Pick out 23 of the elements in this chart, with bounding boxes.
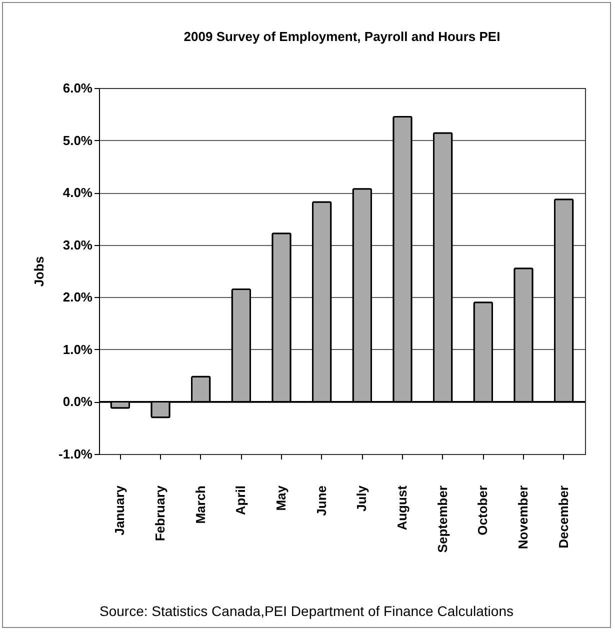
y-tick-label: 0.0% — [62, 394, 93, 410]
y-tick-label: 2.0% — [62, 290, 93, 305]
y-tick-label: 3.0% — [62, 237, 93, 252]
x-tick-label: November — [515, 486, 530, 550]
y-tick-label: 1.0% — [62, 342, 93, 357]
y-tick-label: -1.0% — [58, 446, 93, 462]
y-tick-label: 5.0% — [62, 132, 93, 148]
x-tick-label: January — [112, 484, 128, 536]
x-tick-label: April — [233, 486, 248, 516]
y-tick-label: 6.0% — [62, 80, 93, 96]
x-tick-label: February — [152, 484, 168, 542]
chart-title: 2009 Survey of Employment, Payroll and Hours PEI — [184, 29, 500, 44]
x-tick-label: September — [434, 486, 450, 553]
x-tick-label: May — [274, 484, 288, 511]
x-tick-label: August — [394, 484, 410, 530]
x-tick-label: December — [556, 486, 571, 548]
x-tick-label: October — [475, 486, 490, 536]
x-tick-label: March — [192, 485, 208, 524]
source-note: Source: Statistics Canada,PEI Department of Finance Calculations — [98, 603, 514, 619]
x-tick-label: July — [354, 484, 370, 512]
x-tick-label: June — [314, 486, 329, 516]
y-tick-label: 4.0% — [62, 185, 93, 200]
y-axis-title: Jobs — [32, 256, 47, 287]
